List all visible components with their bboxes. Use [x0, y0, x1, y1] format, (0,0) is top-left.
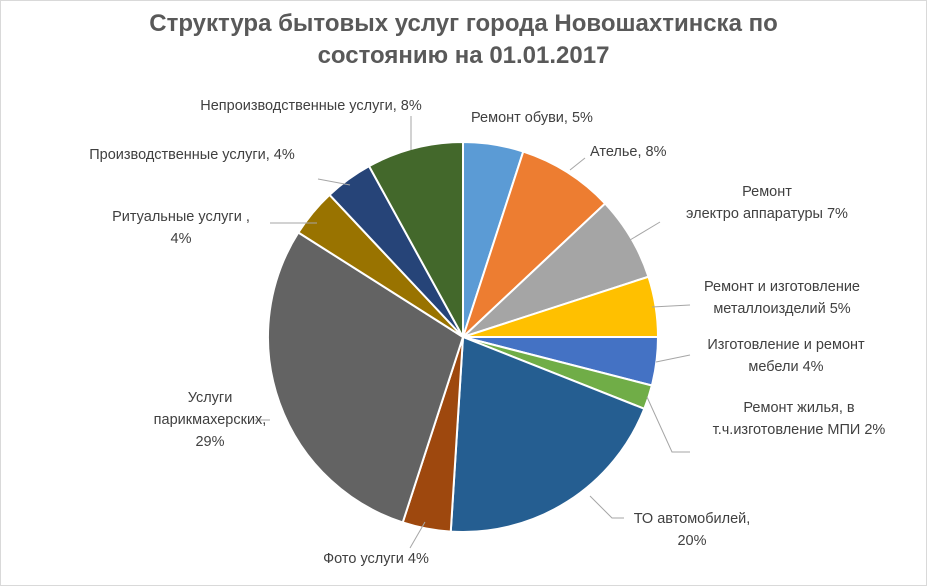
data-label-9-line-3: 29%: [195, 434, 224, 450]
chart-title: Структура бытовых услуг города Новошахти…: [0, 8, 927, 72]
data-label-7-line-1: ТО автомобилей,: [634, 511, 751, 527]
data-label-7-line-2: 20%: [677, 533, 706, 549]
data-label-5-line-2: мебели 4%: [748, 359, 823, 375]
data-label-2: Ателье, 8%: [590, 144, 667, 160]
leader-line-6: [646, 396, 690, 453]
data-label-11-line-1: Производственные услуги, 4%: [89, 147, 295, 163]
data-label-3-line-2: электро аппаратуры 7%: [686, 206, 848, 222]
data-label-12: Непроизводственные услуги, 8%: [200, 98, 422, 114]
data-label-1-line-1: Ремонт обуви, 5%: [471, 110, 593, 126]
data-label-3-line-1: Ремонт: [742, 184, 792, 200]
data-label-4: Ремонт и изготовление металлоизделий 5%: [704, 279, 860, 317]
data-label-9-line-1: Услуги: [188, 390, 233, 406]
leader-line-4: [651, 304, 691, 308]
data-label-10-line-2: 4%: [171, 231, 192, 247]
chart-title-line-2: состоянию на 01.01.2017: [317, 42, 610, 69]
pie-slice-9: [267, 231, 465, 524]
data-label-5: Изготовление и ремонт мебели 4%: [707, 337, 865, 375]
chart-title-line-1: Структура бытовых услуг города Новошахти…: [149, 10, 778, 37]
leader-line-7: [589, 495, 624, 519]
data-label-5-line-1: Изготовление и ремонт: [707, 337, 865, 353]
data-label-2-line-1: Ателье, 8%: [590, 144, 667, 160]
data-label-8: Фото услуги 4%: [323, 551, 429, 567]
leader-line-2: [569, 157, 586, 171]
leader-line-3: [629, 221, 661, 241]
data-label-9-line-2: парикмахерских,: [154, 412, 267, 428]
data-label-3: Ремонт электро аппаратуры 7%: [686, 184, 848, 222]
leader-line-8: [409, 521, 426, 549]
data-label-12-line-1: Непроизводственные услуги, 8%: [200, 98, 422, 114]
pie-slice-12: [367, 140, 464, 338]
leader-line-5: [655, 354, 691, 363]
data-label-6: Ремонт жилья, в т.ч.изготовление МПИ 2%: [713, 400, 886, 438]
data-label-11: Производственные услуги, 4%: [89, 147, 295, 163]
data-label-4-line-1: Ремонт и изготовление: [704, 279, 860, 295]
data-label-10: Ритуальные услуги , 4%: [112, 209, 250, 247]
data-label-8-line-1: Фото услуги 4%: [323, 551, 429, 567]
data-label-9: Услуги парикмахерских, 29%: [154, 390, 267, 450]
leader-line-11: [317, 178, 351, 186]
pie-slice-2: [462, 150, 607, 338]
data-label-7: ТО автомобилей, 20%: [634, 511, 751, 549]
data-label-6-line-1: Ремонт жилья, в: [743, 400, 855, 416]
data-label-4-line-2: металлоизделий 5%: [713, 301, 850, 317]
pie-slice-7: [449, 335, 646, 534]
data-label-6-line-2: т.ч.изготовление МПИ 2%: [713, 422, 886, 438]
data-label-1: Ремонт обуви, 5%: [471, 110, 593, 126]
data-label-10-line-1: Ритуальные услуги ,: [112, 209, 250, 225]
